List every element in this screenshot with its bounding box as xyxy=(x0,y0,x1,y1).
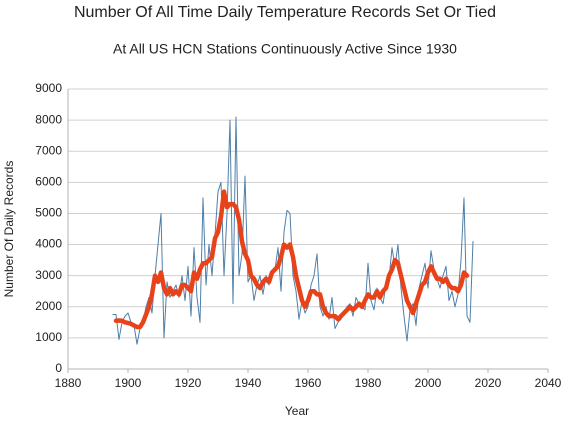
x-tick-label: 1940 xyxy=(235,376,262,390)
x-tick-label: 1880 xyxy=(55,376,82,390)
data-line xyxy=(113,189,470,330)
x-tick-label: 1980 xyxy=(355,376,382,390)
x-tick-label: 2040 xyxy=(535,376,562,390)
y-tick-label: 6000 xyxy=(35,175,62,189)
x-tick-label: 1960 xyxy=(295,376,322,390)
x-tick-label: 1920 xyxy=(175,376,202,390)
x-tick-label: 2020 xyxy=(475,376,502,390)
x-tick-label: 2000 xyxy=(415,376,442,390)
y-tick-label: 2000 xyxy=(35,299,62,313)
y-tick-label: 8000 xyxy=(35,112,62,126)
y-tick-label: 3000 xyxy=(35,268,62,282)
chart-title: Number Of All Time Daily Temperature Rec… xyxy=(74,4,496,21)
x-tick-label: 1900 xyxy=(115,376,142,390)
x-axis-label: Year xyxy=(285,404,309,418)
chart-subtitle: At All US HCN Stations Continuously Acti… xyxy=(113,41,457,57)
y-tick-label: 5000 xyxy=(35,206,62,220)
y-tick-label: 0 xyxy=(55,361,62,375)
y-tick-label: 7000 xyxy=(35,143,62,157)
y-tick-label: 9000 xyxy=(35,81,62,95)
y-axis-label: Number Of Daily Records xyxy=(2,161,16,298)
y-tick-label: 4000 xyxy=(35,237,62,251)
y-tick-label: 1000 xyxy=(35,330,62,344)
